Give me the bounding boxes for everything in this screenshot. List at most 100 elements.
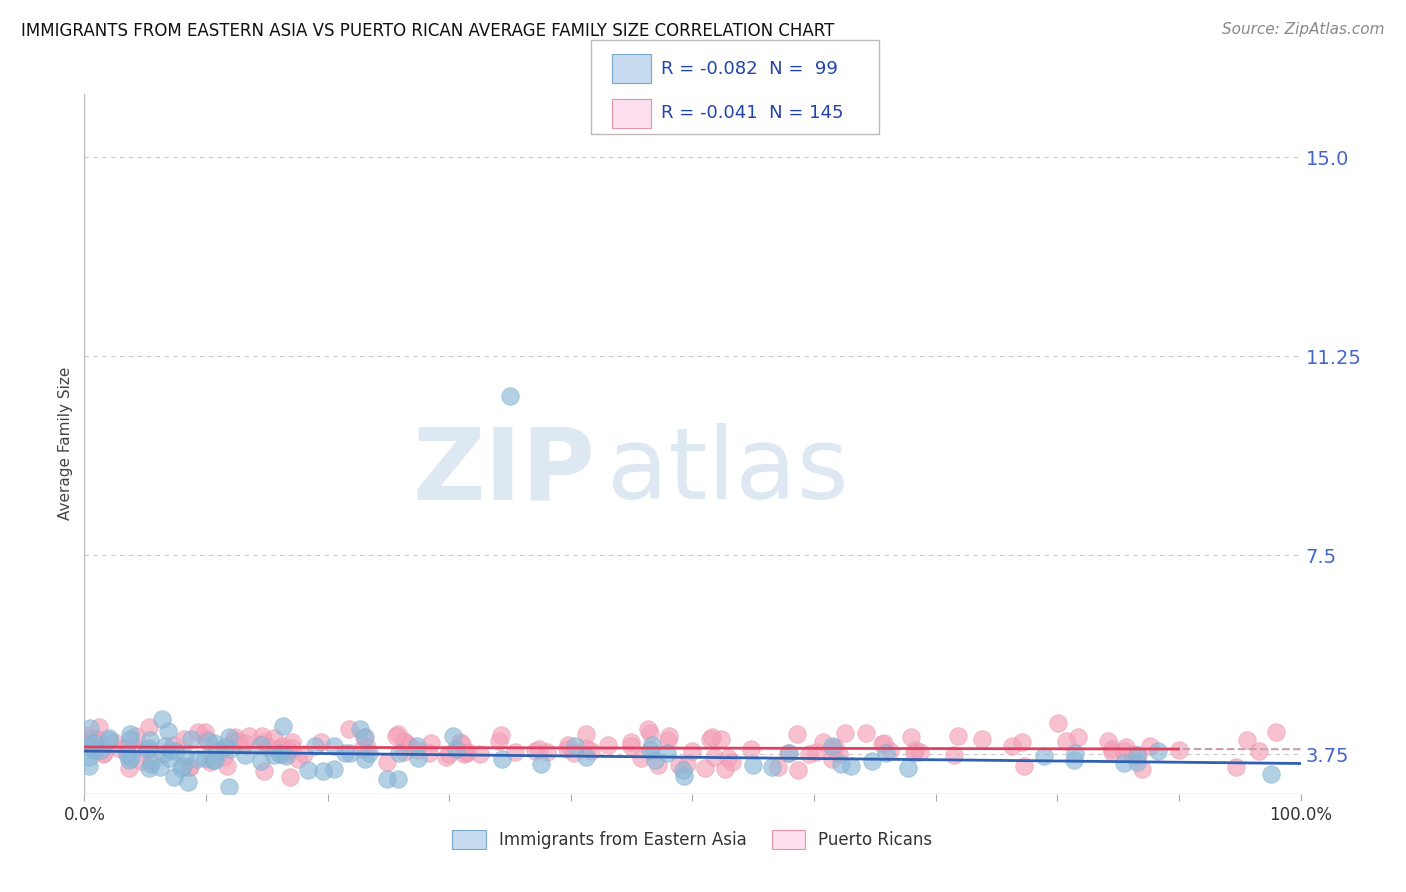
Point [811, 735, 834, 749]
Point [354, 730, 377, 744]
Point [786, 764, 808, 778]
Point [269, 742, 291, 756]
Point [1101, 742, 1123, 756]
Point [491, 751, 513, 765]
Point [575, 741, 598, 756]
Point [536, 746, 558, 760]
Point [263, 747, 285, 762]
Point [198, 755, 221, 769]
Point [420, 736, 443, 750]
Point [741, 758, 763, 772]
Point [233, 748, 256, 763]
Point [620, 735, 643, 749]
Point [120, 727, 142, 741]
Point [713, 762, 735, 776]
Point [740, 742, 762, 756]
Point [638, 726, 661, 740]
Point [394, 745, 416, 759]
Point [1236, 733, 1258, 747]
Point [488, 734, 510, 748]
Point [177, 760, 200, 774]
Point [388, 746, 411, 760]
Point [193, 731, 215, 745]
Point [530, 757, 553, 772]
Point [761, 760, 783, 774]
Point [172, 759, 194, 773]
Point [399, 739, 422, 754]
Point [503, 745, 526, 759]
Point [395, 736, 418, 750]
Point [90, 742, 112, 756]
Point [89, 733, 111, 747]
Point [274, 747, 297, 761]
Point [562, 747, 585, 761]
Point [394, 734, 416, 748]
Point [152, 747, 174, 761]
Point [141, 756, 163, 771]
Point [716, 750, 738, 764]
Point [91, 747, 114, 762]
Point [1132, 762, 1154, 776]
Point [269, 747, 291, 761]
Text: IMMIGRANTS FROM EASTERN ASIA VS PUERTO RICAN AVERAGE FAMILY SIZE CORRELATION CHA: IMMIGRANTS FROM EASTERN ASIA VS PUERTO R… [21, 22, 835, 40]
Point [451, 738, 474, 752]
Point [695, 761, 717, 775]
Point [875, 746, 897, 760]
Point [406, 739, 429, 754]
Point [454, 746, 477, 760]
Point [1115, 740, 1137, 755]
Point [699, 731, 721, 746]
Point [271, 719, 294, 733]
Point [644, 753, 666, 767]
Point [470, 747, 492, 762]
Point [214, 740, 236, 755]
Point [98, 731, 121, 746]
Y-axis label: Average Family Size: Average Family Size [58, 368, 73, 520]
Point [281, 734, 304, 748]
Point [776, 746, 799, 760]
Point [1011, 735, 1033, 749]
Point [235, 736, 257, 750]
Point [972, 731, 994, 746]
Point [830, 756, 852, 771]
Point [120, 731, 142, 746]
Point [267, 747, 290, 761]
Point [323, 739, 346, 754]
Point [163, 743, 186, 757]
Legend: Immigrants from Eastern Asia, Puerto Ricans: Immigrants from Eastern Asia, Puerto Ric… [446, 823, 939, 855]
Point [820, 752, 842, 766]
Point [89, 739, 111, 754]
Point [1112, 744, 1135, 758]
Point [353, 752, 375, 766]
Point [339, 746, 361, 760]
Point [839, 759, 862, 773]
Point [138, 719, 160, 733]
Point [672, 763, 695, 777]
Point [253, 764, 276, 778]
Point [138, 741, 160, 756]
Point [872, 737, 894, 751]
Point [1063, 753, 1085, 767]
Point [156, 723, 179, 738]
Point [377, 772, 399, 787]
Point [579, 744, 602, 758]
Point [170, 761, 193, 775]
Point [668, 758, 690, 772]
Point [457, 745, 479, 759]
Point [173, 732, 195, 747]
Point [138, 761, 160, 775]
Point [873, 736, 896, 750]
Text: atlas: atlas [607, 424, 849, 520]
Point [387, 727, 409, 741]
Point [226, 734, 249, 748]
Point [174, 748, 197, 763]
Point [786, 727, 808, 741]
Point [263, 731, 285, 745]
Point [406, 751, 429, 765]
Point [948, 729, 970, 743]
Point [337, 722, 360, 736]
Point [304, 739, 326, 753]
Point [710, 731, 733, 746]
Point [79, 736, 101, 750]
Point [630, 751, 652, 765]
